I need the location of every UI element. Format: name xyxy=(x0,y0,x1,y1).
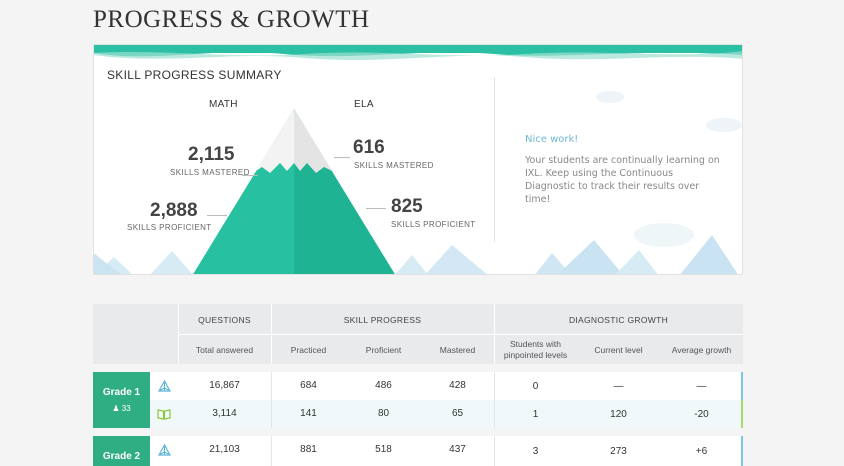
table-row: 16,867 684 486 428 0 — — xyxy=(178,372,743,400)
pinpointed-header: Students with pinpointed levels xyxy=(503,339,568,360)
current-level-header: Current level xyxy=(594,345,643,355)
math-pyramid-icon xyxy=(157,379,171,392)
ela-label: ELA xyxy=(354,99,374,110)
person-icon: ♟ xyxy=(112,404,120,413)
grade-1-cell[interactable]: Grade 1 ♟ 33 xyxy=(93,372,150,428)
mountain-illustration xyxy=(94,91,742,274)
ela-subject-cell xyxy=(150,400,178,428)
math-mastered-count: 2,115 xyxy=(188,144,235,165)
math-pyramid-icon xyxy=(157,443,171,456)
math-proficient-label: SKILLS PROFICIENT xyxy=(127,223,212,232)
summary-divider xyxy=(494,77,495,242)
ela-proficient-count: 825 xyxy=(391,196,423,217)
total-answered-header: Total answered xyxy=(195,345,254,355)
ela-mastered-label: SKILLS MASTERED xyxy=(354,161,434,170)
math-subject-cell xyxy=(150,436,178,464)
grade-name: Grade 1 xyxy=(102,387,141,398)
table-row: 21,103 881 518 437 3 273 +6 xyxy=(178,436,743,466)
skill-progress-group-header: SKILL PROGRESS xyxy=(343,315,422,325)
student-count: ♟ 33 xyxy=(112,404,131,413)
page-title: PROGRESS & GROWTH xyxy=(93,6,370,33)
wave-header xyxy=(94,45,742,61)
questions-group-header: QUESTIONS xyxy=(198,315,251,325)
math-mastered-label: SKILLS MASTERED xyxy=(170,168,250,177)
table-header: QUESTIONS SKILL PROGRESS DIAGNOSTIC GROW… xyxy=(93,304,743,364)
grade-2-cell[interactable]: Grade 2 xyxy=(93,436,150,466)
mastered-header: Mastered xyxy=(439,345,476,355)
grade-name: Grade 2 xyxy=(102,451,141,462)
math-label: MATH xyxy=(209,99,238,110)
ela-proficient-label: SKILLS PROFICIENT xyxy=(391,220,476,229)
ela-mastered-count: 616 xyxy=(353,137,385,158)
summary-title: SKILL PROGRESS SUMMARY xyxy=(107,68,282,82)
table-row: 3,114 141 80 65 1 120 -20 xyxy=(178,400,743,428)
math-proficient-count: 2,888 xyxy=(150,200,198,221)
skill-progress-summary-card: SKILL PROGRESS SUMMARY MATH ELA 2,115 SK… xyxy=(93,44,743,275)
proficient-header: Proficient xyxy=(365,345,402,355)
practiced-header: Practiced xyxy=(290,345,327,355)
diagnostic-growth-group-header: DIAGNOSTIC GROWTH xyxy=(568,315,669,325)
progress-table: QUESTIONS SKILL PROGRESS DIAGNOSTIC GROW… xyxy=(93,304,743,466)
message-title: Nice work! xyxy=(525,134,579,145)
message-body: Your students are continually learning o… xyxy=(525,155,720,205)
average-growth-header: Average growth xyxy=(671,345,732,355)
ela-book-icon xyxy=(157,408,171,420)
math-subject-cell xyxy=(150,372,178,400)
